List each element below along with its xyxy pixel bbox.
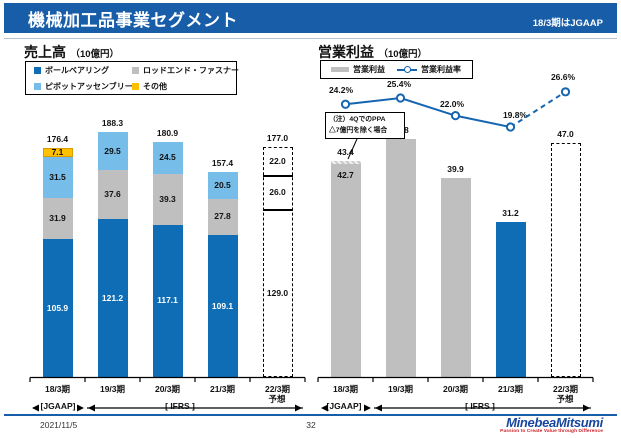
bar-segment xyxy=(207,198,238,236)
legend-line-marker-icon xyxy=(397,66,417,73)
legend-swatch-icon xyxy=(34,82,41,90)
right-forecast-label: 予想 xyxy=(556,394,574,404)
bar-segment xyxy=(207,235,238,377)
forecast-divider xyxy=(262,209,293,211)
legend-swatch-icon xyxy=(132,82,139,90)
bar xyxy=(495,221,526,377)
legend-item-rod-end-fastener: ロッドエンド・ファスナー xyxy=(132,65,239,76)
legend-item-ball-bearing: ボールベアリング xyxy=(34,65,132,76)
forecast-bar xyxy=(550,142,581,377)
legend-swatch-icon xyxy=(34,66,41,74)
legend-item-pivot-assembly: ピボットアッセンブリー xyxy=(34,81,133,92)
header-divider xyxy=(4,38,617,39)
bar xyxy=(330,164,361,377)
bar-segment xyxy=(42,156,73,198)
left-forecast-label: 予想 xyxy=(268,394,286,404)
profit-legend: 営業利益 営業利益率 xyxy=(320,60,473,79)
bar-segment xyxy=(152,141,183,174)
bar-segment xyxy=(152,173,183,225)
bar-segment xyxy=(97,219,128,377)
bar-segment xyxy=(97,132,128,171)
slide-header: 機械加工品事業セグメント 18/3期はJGAAP xyxy=(4,3,617,33)
right-ifrs-label: [ IFRS ] xyxy=(450,401,510,411)
page-title: 機械加工品事業セグメント xyxy=(28,10,238,30)
sales-legend: ボールベアリング ロッドエンド・ファスナー ピボットアッセンブリー その他 xyxy=(25,61,239,95)
right-chart-title: 営業利益 （10億円） xyxy=(318,44,428,60)
bar xyxy=(440,178,471,377)
legend-bar-swatch-icon xyxy=(331,67,349,72)
bar-segment xyxy=(207,172,238,199)
footer-date: 2021/11/5 xyxy=(40,420,78,430)
footer-divider xyxy=(4,414,617,416)
legend-swatch-icon xyxy=(132,66,139,74)
left-chart-title: 売上高 （10億円） xyxy=(24,44,120,60)
minebeamitsumi-logo: MinebeaMitsumi Passion to Create Value t… xyxy=(500,415,603,434)
bar-segment xyxy=(42,197,73,240)
right-jgaap-label: [JGAAP] xyxy=(322,401,366,411)
legend-item-operating-income: 営業利益 xyxy=(331,64,385,75)
ppa-note-box: （注）4QでのPPA △7億円を除く場合 xyxy=(325,112,405,140)
bar-segment xyxy=(152,224,183,377)
bar-segment xyxy=(42,147,73,157)
header-accounting-note: 18/3期はJGAAP xyxy=(532,18,603,29)
bar-segment xyxy=(97,170,128,220)
bar-segment xyxy=(42,239,73,377)
left-jgaap-label: [JGAAP] xyxy=(36,401,80,411)
page-number: 32 xyxy=(306,420,316,430)
legend-item-other: その他 xyxy=(132,81,238,92)
legend-item-operating-margin: 営業利益率 xyxy=(397,64,461,75)
bar-hatched-segment xyxy=(330,160,361,165)
forecast-bar xyxy=(262,146,293,377)
left-ifrs-label: [ IFRS ] xyxy=(150,401,210,411)
bar xyxy=(385,138,416,377)
forecast-divider xyxy=(262,175,293,177)
